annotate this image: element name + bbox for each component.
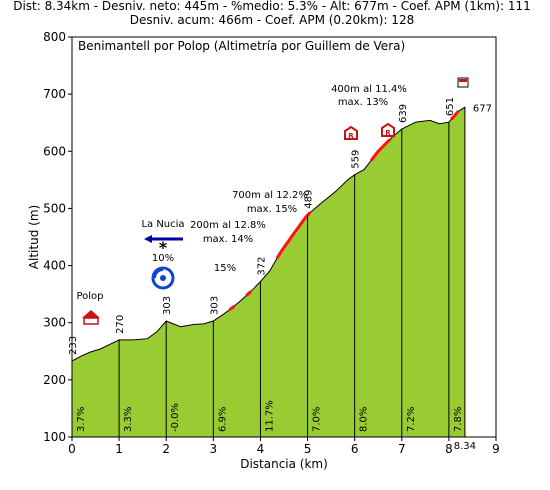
km-slope-label-2: 3.3%	[123, 407, 134, 432]
annotation-200m-line2: max. 14%	[203, 234, 253, 245]
roundabout-icon	[151, 266, 175, 290]
chart-title: Benimantell por Polop (Altimetría por Gu…	[78, 39, 405, 53]
x-tick-label-6: 6	[351, 442, 359, 456]
svg-text:R: R	[385, 129, 391, 137]
steep-sections	[228, 110, 460, 311]
x-tick-label-0: 0	[68, 442, 76, 456]
km-slope-label-1: 3.7%	[76, 407, 87, 432]
annotation-700m-line2: max. 15%	[247, 204, 297, 215]
altitude-label-4: 372	[256, 257, 267, 276]
steep-section-2	[245, 290, 252, 297]
summit-flag-icon	[457, 77, 469, 88]
altitude-label-7: 639	[398, 104, 409, 123]
altitude-label-6: 559	[351, 150, 362, 169]
profile-area	[71, 106, 466, 438]
x-tick-label-7: 7	[398, 442, 406, 456]
steep-section-5	[450, 110, 460, 121]
y-tick-label-2: 300	[43, 316, 66, 330]
la-nucia-arrow-icon	[144, 235, 183, 243]
y-tick-label-3: 400	[43, 259, 66, 273]
x-tick-label-4: 4	[257, 442, 265, 456]
axes: 0 1 2 3 4 5 6 7 8 9 8.34 100 200 300 400 500 600 700 800	[43, 30, 500, 456]
x-axis-label: Distancia (km)	[240, 457, 328, 471]
annotation-400m-line2: max. 13%	[338, 97, 388, 108]
annotation-10pct: 10%	[152, 253, 174, 264]
steep-section-4	[370, 138, 392, 162]
annotation-200m-line1: 200m al 12.8%	[190, 220, 266, 231]
header-line-1: Dist: 8.34km - Desniv. neto: 445m - %med…	[13, 0, 531, 13]
header-line-2: Desniv. acum: 466m - Coef. APM (0.20km):…	[130, 13, 414, 27]
altitude-label-0: 233	[68, 336, 79, 355]
km-slope-label-6: 7.0%	[312, 407, 323, 432]
x-tick-label-8: 8	[445, 442, 453, 456]
y-tick-label-1: 200	[43, 373, 66, 387]
altitude-label-1: 270	[115, 315, 126, 334]
y-axis-label: Altitud (m)	[27, 205, 41, 269]
svg-text:R: R	[348, 132, 354, 140]
asterisk-icon: *	[159, 238, 168, 257]
km-slope-label-7: 8.0%	[359, 407, 370, 432]
x-tick-label-1: 1	[115, 442, 123, 456]
annotation-400m-line1: 400m al 11.4%	[331, 84, 407, 95]
annotation-15pct: 15%	[214, 263, 236, 274]
x-tick-label-2: 2	[162, 442, 170, 456]
y-tick-label-5: 600	[43, 144, 66, 158]
altitude-label-8: 651	[445, 97, 456, 116]
polop-town-icon	[82, 310, 100, 325]
steep-section-1	[228, 304, 236, 311]
profile-area-path	[71, 106, 466, 438]
x-tick-label-9: 9	[492, 442, 500, 456]
km-slope-label-9: 7.8%	[453, 407, 464, 432]
steep-section-3	[275, 211, 311, 260]
km-slope-label-8: 7.2%	[406, 407, 417, 432]
annotation-400m: 400m al 11.4% max. 13%	[331, 84, 407, 108]
plot-frame	[71, 36, 497, 438]
x-tick-label-3: 3	[210, 442, 218, 456]
x-end-distance-label: 8.34	[454, 441, 476, 452]
annotation-200m: 200m al 12.8% max. 14%	[190, 220, 266, 245]
annotation-la-nucia: La Nucia	[141, 219, 184, 230]
annotation-700m: 700m al 12.2% max. 15%	[232, 190, 308, 215]
restaurant-icon-2: R	[381, 122, 395, 137]
km-slope-label-3: -0.0%	[170, 403, 181, 432]
altitude-label-2: 303	[162, 296, 173, 315]
km-slope-label-5: 11.7%	[264, 400, 275, 432]
y-tick-label-6: 700	[43, 87, 66, 101]
y-tick-label-7: 800	[43, 30, 66, 44]
value-labels: 233 270 303 303 372 489 559 639 651 677 3.7% 3.3% -0…	[68, 97, 492, 432]
annotation-700m-line1: 700m al 12.2%	[232, 190, 308, 201]
annotation-polop: Polop	[76, 291, 103, 302]
restaurant-icon-1: R	[344, 125, 358, 140]
km-marker-lines	[118, 122, 450, 437]
y-tick-label-0: 100	[43, 430, 66, 444]
altitude-label-5: 489	[304, 190, 315, 209]
y-tick-label-4: 500	[43, 201, 66, 215]
x-tick-label-5: 5	[304, 442, 312, 456]
altitude-label-3: 303	[209, 296, 220, 315]
km-slope-label-4: 6.9%	[217, 407, 228, 432]
altitude-label-9: 677	[473, 103, 492, 114]
